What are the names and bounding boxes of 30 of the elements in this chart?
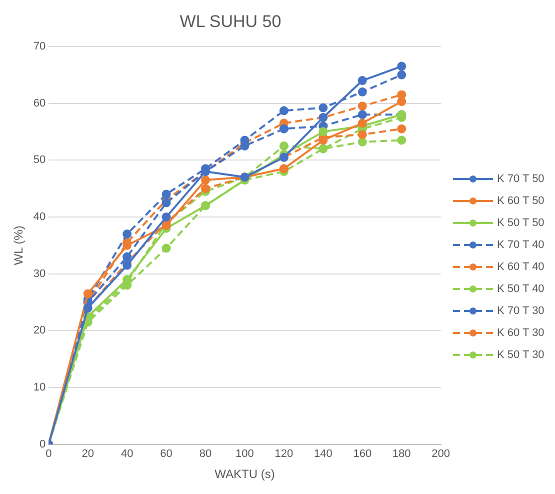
legend-label: K 50 T 50 bbox=[497, 217, 544, 229]
legend-label: K 60 T 30 bbox=[497, 327, 544, 339]
y-tick-label: 10 bbox=[33, 382, 46, 394]
legend-label: K 50 T 40 bbox=[497, 283, 544, 295]
legend-label: K 60 T 50 bbox=[497, 195, 544, 207]
y-tick-label: 30 bbox=[33, 268, 46, 280]
x-tick-label: 80 bbox=[199, 448, 212, 460]
chart-title: WL SUHU 50 bbox=[180, 12, 282, 31]
x-tick-label: 40 bbox=[120, 448, 134, 460]
x-tick-label: 100 bbox=[236, 448, 254, 460]
y-axis-title: WL (%) bbox=[12, 226, 26, 266]
y-tick-label: 0 bbox=[40, 438, 46, 450]
legend-label: K 60 T 40 bbox=[497, 261, 544, 273]
x-axis-title: WAKTU (s) bbox=[214, 467, 275, 482]
legend-label: K 50 T 30 bbox=[497, 349, 544, 361]
legend-label: K 70 T 30 bbox=[497, 305, 544, 317]
x-tick-label: 120 bbox=[274, 448, 294, 460]
legend-label: K 70 T 40 bbox=[497, 239, 544, 251]
y-tick-label: 60 bbox=[33, 97, 46, 110]
y-tick-label: 50 bbox=[33, 154, 46, 166]
x-tick-label: 20 bbox=[82, 448, 94, 460]
x-tick-label: 160 bbox=[353, 448, 372, 460]
legend-label: K 70 T 50 bbox=[497, 173, 544, 185]
y-tick-label: 20 bbox=[33, 324, 46, 337]
x-tick-label: 180 bbox=[392, 448, 411, 460]
y-tick-label: 40 bbox=[33, 211, 46, 224]
x-tick-label: 200 bbox=[432, 448, 450, 460]
y-tick-label: 70 bbox=[33, 40, 46, 52]
x-tick-label: 140 bbox=[314, 448, 332, 460]
x-tick-label: 60 bbox=[160, 448, 172, 460]
